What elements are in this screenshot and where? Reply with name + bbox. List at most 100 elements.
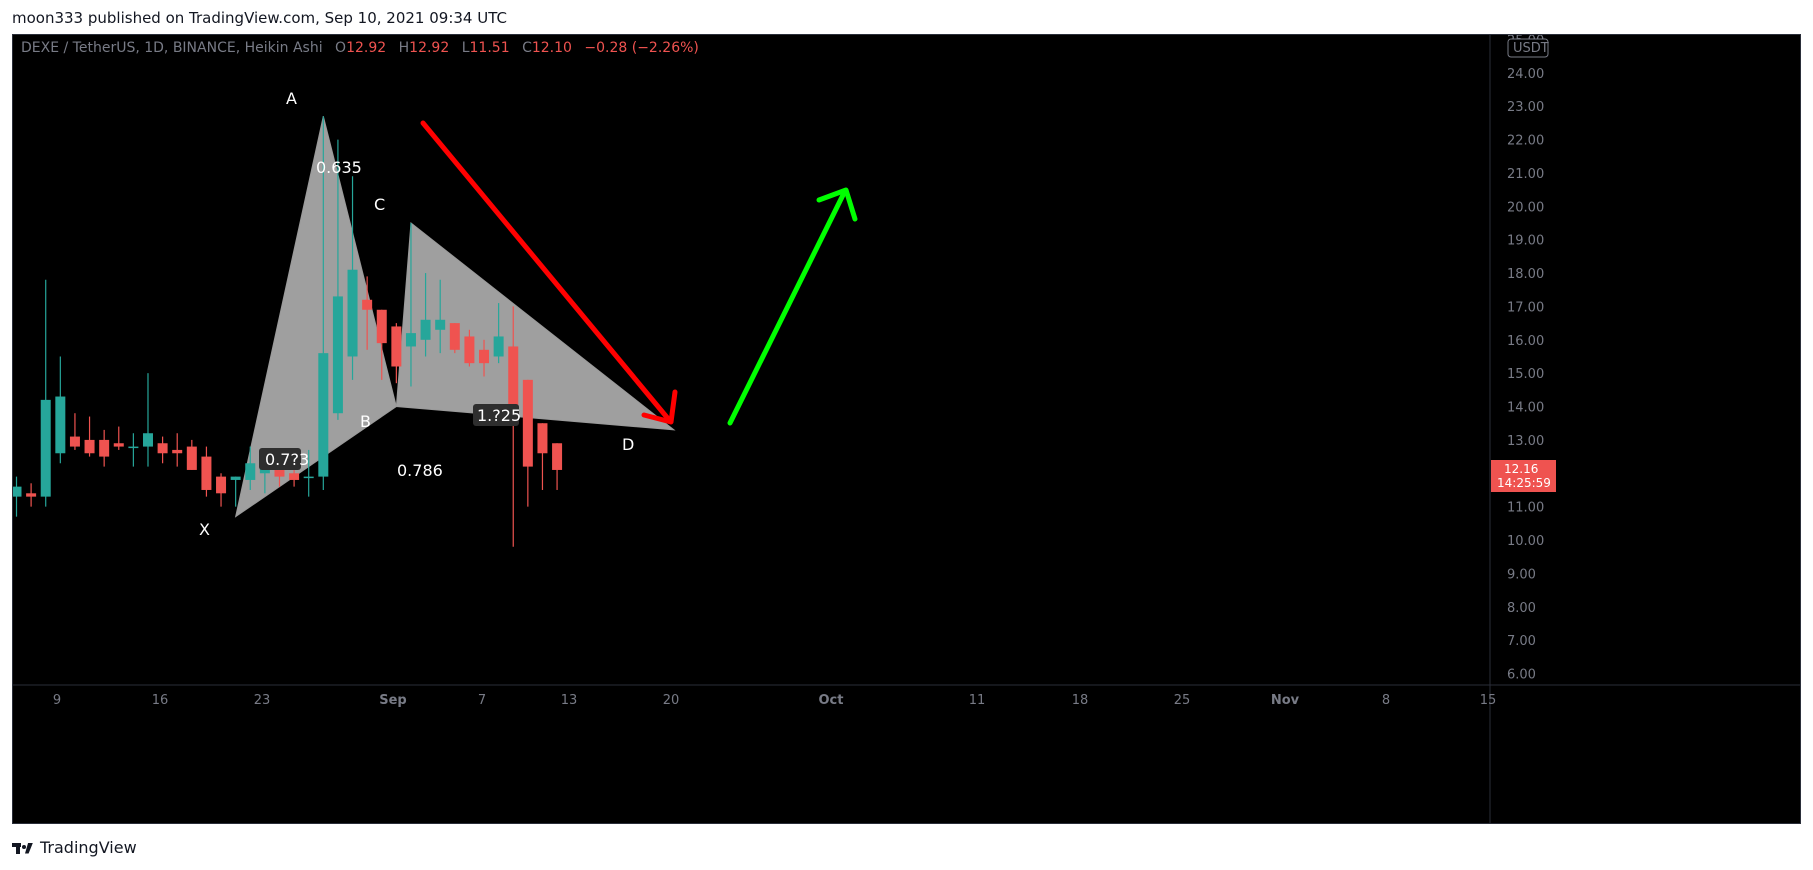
pattern-triangle-xab — [234, 116, 397, 518]
price-tick: 7.00 — [1507, 634, 1536, 649]
price-tick: 6.00 — [1507, 668, 1536, 683]
candle-body — [391, 326, 402, 367]
legend-l-label: L — [462, 40, 470, 56]
published-info: moon333 published on TradingView.com, Se… — [12, 9, 507, 27]
candle-body — [245, 463, 256, 480]
candle-body — [522, 379, 533, 467]
point-c-label: C — [374, 195, 385, 214]
time-tick: 7 — [478, 693, 486, 708]
price-tick: 23.00 — [1507, 100, 1544, 115]
currency-badge: USDT — [1513, 41, 1549, 56]
candle-body — [332, 296, 343, 414]
candle-body — [172, 449, 183, 454]
price-tick: 13.00 — [1507, 434, 1544, 449]
price-tick: 8.00 — [1507, 601, 1536, 616]
ratio-ac-label: 0.635 — [316, 158, 362, 177]
footer-brand-label: TradingView — [40, 838, 137, 857]
candle-body — [479, 349, 490, 364]
price-tick: 24.00 — [1507, 67, 1544, 82]
price-tick: 17.00 — [1507, 300, 1544, 315]
chart-area[interactable]: X A B C D 0.7?3 0.635 0.786 1.?25 DEXE /… — [12, 34, 1801, 824]
legend-change: −0.28 (−2.26%) — [584, 40, 698, 56]
candle-body — [405, 333, 416, 347]
pattern-triangle-bcd — [395, 222, 676, 431]
ratio-xb-box — [259, 448, 301, 470]
time-tick: 25 — [1174, 693, 1191, 708]
legend-row: DEXE / TetherUS, 1D, BINANCE, Heikin Ash… — [21, 40, 699, 56]
candle-body — [157, 443, 168, 454]
price-tick: 10.00 — [1507, 534, 1544, 549]
candle-body — [84, 439, 95, 454]
time-tick: 16 — [152, 693, 169, 708]
candle-body — [274, 469, 285, 477]
candle-body — [230, 476, 241, 480]
time-tick: 13 — [561, 693, 578, 708]
footer-brand[interactable]: TradingView — [12, 838, 137, 857]
candle-body — [362, 299, 373, 310]
pattern-labels: X A B C D 0.7?3 0.635 0.786 1.?25 — [199, 89, 634, 539]
candle-body — [376, 309, 387, 344]
candle-body — [449, 323, 460, 350]
price-tick: 21.00 — [1507, 167, 1544, 182]
candle-body — [493, 336, 504, 357]
legend-h-label: H — [399, 40, 410, 56]
price-tick: 9.00 — [1507, 567, 1536, 582]
last-price-value: 12.16 — [1504, 462, 1538, 476]
candle-body — [537, 423, 548, 454]
candle-body — [347, 269, 358, 357]
ratio-bd-label: 1.?25 — [477, 406, 521, 425]
time-tick: 18 — [1072, 693, 1089, 708]
legend-l-value: 11.51 — [470, 40, 510, 56]
candle-body — [99, 439, 110, 457]
countdown: 14:25:59 — [1497, 476, 1551, 490]
ratio-xb-label: 0.7?3 — [265, 450, 309, 469]
time-tick: Oct — [819, 693, 844, 708]
candle-body — [318, 353, 329, 477]
time-tick: Sep — [379, 693, 407, 708]
legend-symbol: DEXE / TetherUS, 1D, BINANCE, Heikin Ash… — [21, 40, 323, 56]
candle-body — [201, 456, 212, 490]
harmonic-pattern[interactable] — [234, 116, 676, 518]
candle-body — [435, 319, 446, 330]
candle-body — [420, 319, 431, 340]
legend-h-value: 12.92 — [409, 40, 449, 56]
candle-body — [464, 336, 475, 364]
green-up-arrow[interactable] — [727, 187, 858, 426]
candle-body — [303, 476, 314, 479]
candle-body — [552, 443, 563, 470]
time-axis[interactable]: 9 16 23 Sep 7 13 20 Oct 11 18 25 Nov 8 15 — [53, 693, 1496, 708]
price-tick: 16.00 — [1507, 334, 1544, 349]
time-tick: 20 — [663, 693, 680, 708]
candle-body — [13, 486, 22, 497]
candle-body — [128, 446, 139, 449]
price-tick: 18.00 — [1507, 267, 1544, 282]
candle-body — [40, 399, 51, 497]
point-b-label: B — [360, 412, 371, 431]
candle-body — [113, 443, 124, 447]
candle-body — [508, 346, 519, 414]
legend-c-label: C — [522, 40, 532, 56]
legend-c-value: 12.10 — [532, 40, 572, 56]
price-tick: 20.00 — [1507, 200, 1544, 215]
time-tick: 23 — [254, 693, 271, 708]
time-tick: 11 — [969, 693, 986, 708]
legend-o-value: 12.92 — [346, 40, 386, 56]
price-tick: 15.00 — [1507, 367, 1544, 382]
time-tick: 9 — [53, 693, 61, 708]
red-down-arrow[interactable] — [420, 120, 678, 425]
candle-body — [216, 476, 227, 494]
price-axis[interactable]: 25.0024.0023.0022.0021.0020.0019.0018.00… — [1507, 35, 1544, 683]
candle-body — [289, 473, 300, 480]
price-tick: 14.00 — [1507, 401, 1544, 416]
candle-body — [186, 446, 197, 470]
candle-body — [55, 396, 66, 454]
legend-o-label: O — [335, 40, 346, 56]
price-chart[interactable]: X A B C D 0.7?3 0.635 0.786 1.?25 DEXE /… — [13, 35, 1801, 824]
price-tick: 11.00 — [1507, 501, 1544, 516]
price-tick: 22.00 — [1507, 134, 1544, 149]
point-d-label: D — [622, 435, 634, 454]
point-x-label: X — [199, 520, 210, 539]
candle-body — [142, 433, 153, 447]
time-tick: Nov — [1271, 693, 1300, 708]
currency-badge-box[interactable] — [1507, 38, 1549, 58]
